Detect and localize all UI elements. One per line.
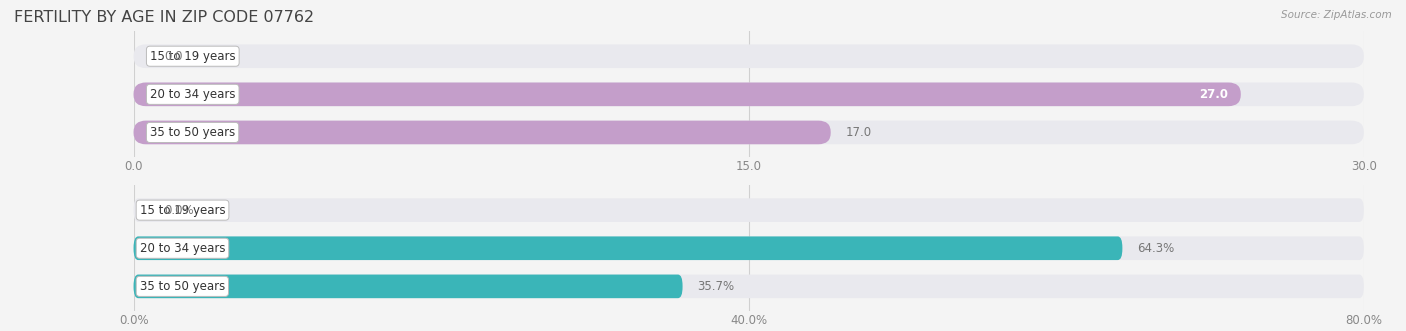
Text: 15 to 19 years: 15 to 19 years <box>139 204 225 216</box>
Text: 20 to 34 years: 20 to 34 years <box>150 88 235 101</box>
FancyBboxPatch shape <box>134 82 1240 106</box>
Text: FERTILITY BY AGE IN ZIP CODE 07762: FERTILITY BY AGE IN ZIP CODE 07762 <box>14 10 314 25</box>
Text: 27.0: 27.0 <box>1199 88 1229 101</box>
Text: 35 to 50 years: 35 to 50 years <box>150 126 235 139</box>
Text: 15 to 19 years: 15 to 19 years <box>150 50 236 63</box>
Text: 17.0: 17.0 <box>845 126 872 139</box>
FancyBboxPatch shape <box>134 274 682 298</box>
FancyBboxPatch shape <box>134 120 831 144</box>
Text: 0.0: 0.0 <box>165 50 183 63</box>
Text: 20 to 34 years: 20 to 34 years <box>139 242 225 255</box>
Text: 35.7%: 35.7% <box>697 280 734 293</box>
FancyBboxPatch shape <box>134 44 1364 68</box>
FancyBboxPatch shape <box>134 274 1364 298</box>
Text: 35 to 50 years: 35 to 50 years <box>139 280 225 293</box>
Text: Source: ZipAtlas.com: Source: ZipAtlas.com <box>1281 10 1392 20</box>
Text: 0.0%: 0.0% <box>165 204 194 216</box>
Text: 64.3%: 64.3% <box>1137 242 1174 255</box>
FancyBboxPatch shape <box>134 198 1364 222</box>
FancyBboxPatch shape <box>134 120 1364 144</box>
FancyBboxPatch shape <box>134 236 1122 260</box>
FancyBboxPatch shape <box>134 82 1364 106</box>
FancyBboxPatch shape <box>134 236 1364 260</box>
